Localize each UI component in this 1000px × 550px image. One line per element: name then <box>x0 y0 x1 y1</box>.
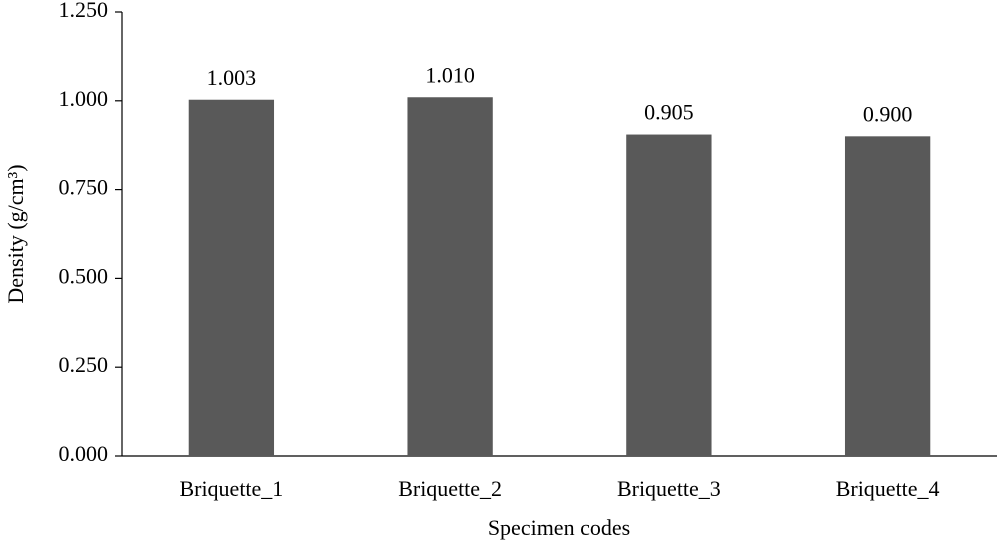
x-tick-label: Briquette_3 <box>617 476 721 501</box>
data-label: 1.003 <box>207 65 257 90</box>
data-label: 0.905 <box>644 100 694 125</box>
data-label: 0.900 <box>863 101 913 126</box>
bar <box>407 97 493 457</box>
y-tick-label: 1.250 <box>59 0 109 22</box>
y-tick-label: 0.750 <box>59 175 109 200</box>
x-tick-label: Briquette_1 <box>179 476 283 501</box>
y-tick-label: 0.500 <box>59 263 109 288</box>
y-tick-label: 0.000 <box>59 441 109 466</box>
bar <box>626 134 712 456</box>
bar <box>844 136 931 456</box>
x-tick-label: Briquette_2 <box>398 476 502 501</box>
x-axis-label: Specimen codes <box>488 515 630 540</box>
bar <box>188 99 275 456</box>
y-axis-label: Density (g/cm³) <box>3 164 28 303</box>
x-tick-label: Briquette_4 <box>836 476 940 501</box>
data-label: 1.010 <box>425 62 475 87</box>
y-tick-label: 0.250 <box>59 352 109 377</box>
y-tick-label: 1.000 <box>59 86 109 111</box>
